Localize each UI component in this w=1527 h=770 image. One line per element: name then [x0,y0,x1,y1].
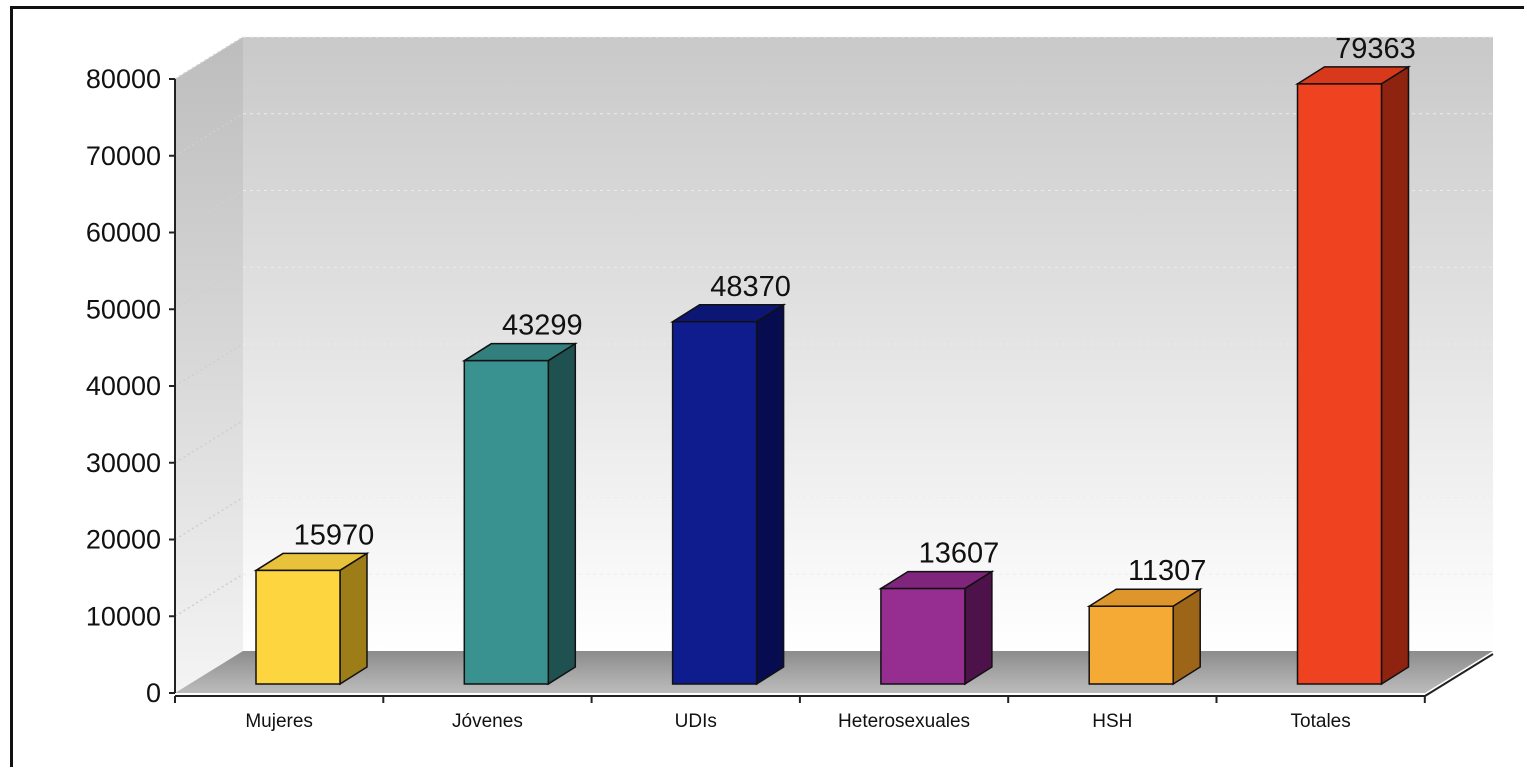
bar-side-face [1172,587,1201,686]
x-category-label: Mujeres [245,711,313,732]
floor [175,651,1493,693]
bar-jóvenes: 43299 [461,310,583,686]
gridline [174,496,244,541]
bar-front-face [463,359,550,685]
bar-side-face [547,342,577,686]
bar-udis: 48370 [670,271,791,686]
x-axis-labels: Mujeres Jóvenes UDIs Heterosexuales HSH Total… [245,711,1350,732]
bars: 15970 43299 48370 13607 11307 79363 [253,33,1416,686]
bar-mujeres: 15970 [253,519,375,686]
gridline [174,113,244,157]
bar-front-face [1296,83,1383,685]
y-tick-label: 70000 [86,141,161,171]
floor-edge [1424,653,1494,697]
bar-front-face [671,321,758,685]
x-category-label: Jóvenes [452,711,523,732]
gridlines [174,36,1493,617]
gridline [174,266,244,310]
bar-side-face [755,303,785,686]
gridline [174,420,244,464]
bar-front-face [255,569,341,685]
y-tick-label: 80000 [86,64,161,94]
gridline [174,36,244,80]
y-axis-ticks: 0 10000 20000 30000 40000 50000 60000 70000 8000… [86,64,1426,708]
gridline [174,189,244,234]
bar-hsh: 11307 [1086,555,1207,686]
data-label: 79363 [1335,33,1416,65]
bar-heterosexuales: 13607 [878,538,1000,686]
bar-totales: 79363 [1294,33,1416,686]
data-label: 11307 [1128,555,1207,587]
x-category-label: HSH [1092,711,1132,732]
y-tick-label: 60000 [86,218,161,248]
y-tick-label: 20000 [86,525,161,555]
y-tick-label: 0 [146,678,161,708]
x-category-label: Heterosexuales [838,711,970,732]
y-tick-label: 40000 [86,371,161,401]
data-label: 43299 [502,310,583,342]
data-label: 13607 [919,538,1000,570]
data-label: 48370 [710,271,791,303]
bar-side-face [964,570,993,686]
bar-front-face [1088,605,1174,685]
bar-front-face [880,587,966,685]
y-tick-label: 30000 [86,448,161,478]
y-tick-label: 50000 [86,294,161,324]
x-category-label: Totales [1291,711,1351,732]
gridline [174,343,244,387]
side-wall [175,37,243,693]
y-tick-label: 10000 [86,601,161,631]
data-label: 15970 [294,519,375,551]
gridline [174,573,244,617]
bar-side-face [339,552,368,686]
bar-side-face [1380,65,1410,686]
x-category-label: UDIs [675,711,717,732]
